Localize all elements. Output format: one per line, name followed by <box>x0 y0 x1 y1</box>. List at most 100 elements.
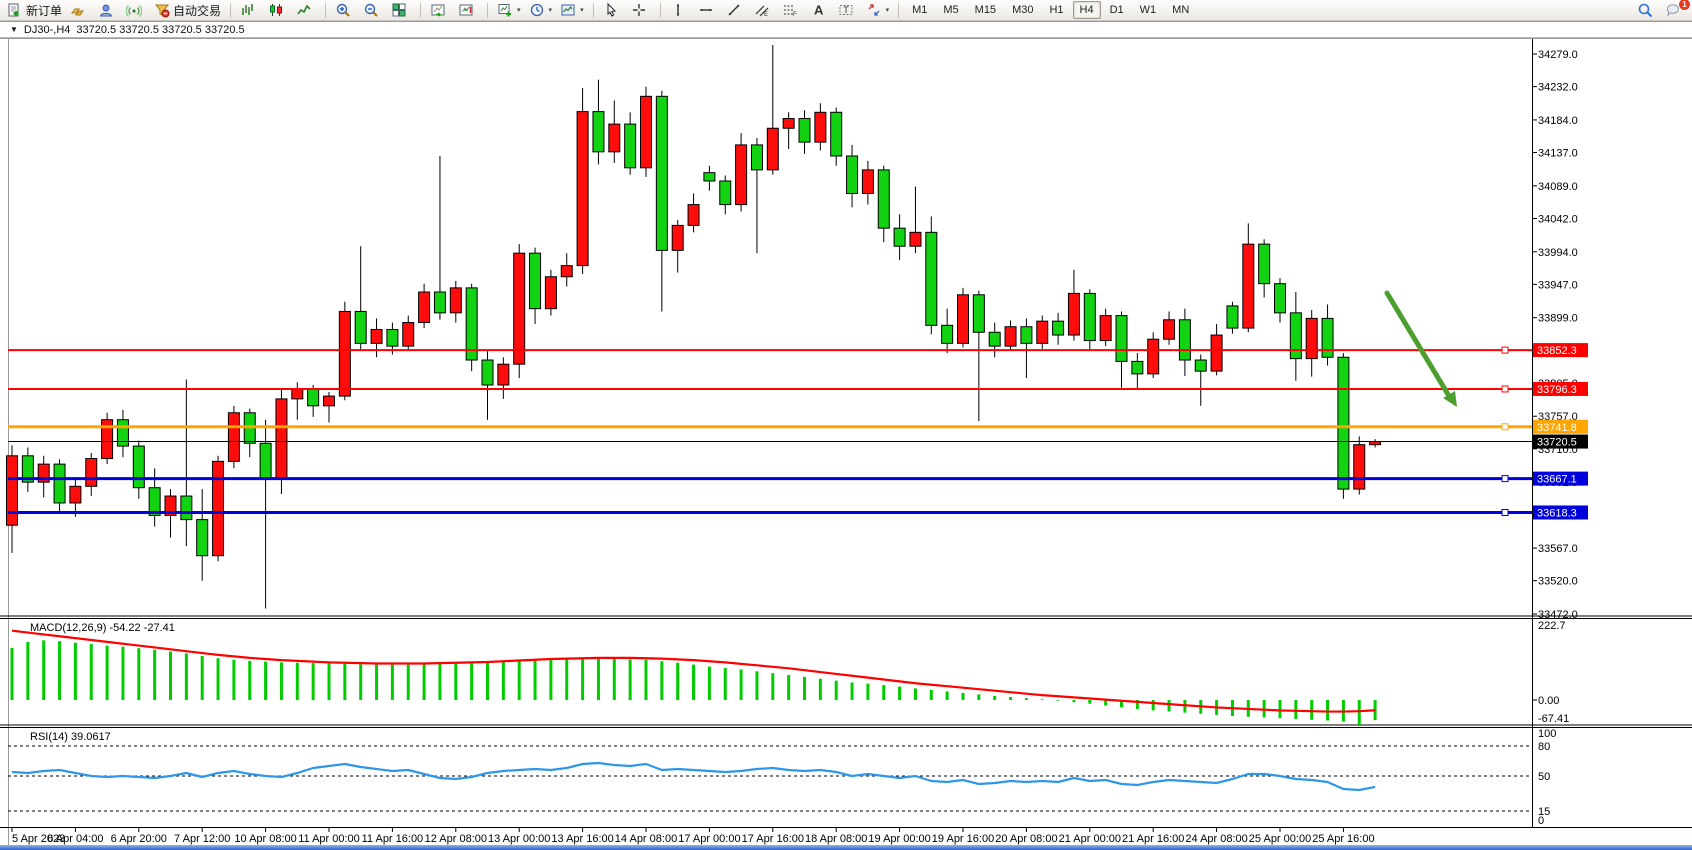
svg-text:34089.0: 34089.0 <box>1538 181 1578 193</box>
crosshair-icon <box>632 4 645 16</box>
candle-chart-mode-button[interactable] <box>265 0 291 21</box>
svg-text:34232.0: 34232.0 <box>1538 82 1578 94</box>
candlestick-series <box>6 44 1382 609</box>
timeframe-button-w1[interactable]: W1 <box>1139 4 1157 16</box>
symbol-dropdown-icon[interactable]: ▼ <box>10 25 18 34</box>
zoom-out-button[interactable] <box>360 0 386 21</box>
notifications-button[interactable]: 1 <box>1662 0 1691 21</box>
chart-window-title: ▼ DJ30-,H4 33720.5 33720.5 33720.5 33720… <box>0 21 1692 38</box>
trendline-icon <box>728 4 740 16</box>
fibonacci-icon: F <box>783 5 797 18</box>
svg-text:34137.0: 34137.0 <box>1538 148 1578 160</box>
window-bottom-edge <box>0 845 1692 850</box>
rsi-label: RSI(14) 39.0617 <box>30 731 111 743</box>
svg-text:14 Apr 08:00: 14 Apr 08:00 <box>615 833 677 845</box>
svg-text:25 Apr 00:00: 25 Apr 00:00 <box>1249 833 1311 845</box>
cursor-button[interactable] <box>600 0 626 21</box>
arrows-button[interactable]: ▾ <box>863 0 893 21</box>
search-button[interactable] <box>1634 0 1660 21</box>
price-axis-labels: 34279.0 34232.0 34184.0 34137.0 34089.0 34042… <box>1533 49 1578 621</box>
svg-text:T: T <box>843 5 849 15</box>
new-chart-button[interactable]: ▾ <box>494 0 524 21</box>
svg-text:F: F <box>793 12 797 18</box>
signals-button[interactable] <box>123 0 149 21</box>
svg-text:18 Apr 08:00: 18 Apr 08:00 <box>805 833 867 845</box>
line-handle <box>1501 423 1509 431</box>
signal-icon <box>126 5 143 17</box>
timeframe-button-m1[interactable]: M1 <box>912 4 928 16</box>
svg-text:33618.3: 33618.3 <box>1537 507 1577 519</box>
svg-text:33994.0: 33994.0 <box>1538 247 1578 259</box>
new-chart-icon <box>498 4 512 17</box>
notification-badge: 1 <box>1678 0 1691 11</box>
down-arrow-annotation[interactable] <box>1384 290 1457 407</box>
horizontal-level-lines[interactable]: 33852.3 33796.3 33741.8 33667.1 33618.3 <box>8 343 1588 519</box>
svg-text:E: E <box>764 12 768 18</box>
text-label-button[interactable]: T <box>835 0 861 21</box>
svg-text:5 Apr 2023: 5 Apr 2023 <box>12 833 65 845</box>
macd-indicator: MACD(12,26,9) -54.22 -27.41 222.7 0.00 -67.… <box>10 620 1569 725</box>
profile-button[interactable] <box>95 0 121 21</box>
zoom-in-icon <box>336 3 350 17</box>
chart-ohlc-quote: 33720.5 33720.5 33720.5 33720.5 <box>76 23 245 36</box>
new-order-icon <box>8 3 19 17</box>
auto-scroll-button[interactable] <box>427 0 453 21</box>
svg-text:A: A <box>814 3 824 18</box>
trendline-button[interactable] <box>723 0 749 21</box>
svg-text:-67.41: -67.41 <box>1538 713 1569 725</box>
tile-windows-button[interactable] <box>388 0 414 21</box>
svg-text:50: 50 <box>1538 771 1550 783</box>
vertical-line-button[interactable] <box>667 0 693 21</box>
timeframe-button-m15[interactable]: M15 <box>974 4 997 16</box>
templates-button[interactable]: ▾ <box>557 0 587 21</box>
svg-text:0: 0 <box>1538 815 1544 827</box>
timeframe-button-m5[interactable]: M5 <box>943 4 959 16</box>
svg-text:15: 15 <box>1538 806 1550 818</box>
timeframe-button-mn[interactable]: MN <box>1172 4 1190 16</box>
line-handle <box>1501 346 1509 354</box>
chart-shift-button[interactable] <box>455 0 481 21</box>
cursor-icon <box>607 2 616 17</box>
timeframe-button-h4[interactable]: H4 <box>1072 1 1101 19</box>
timeframe-button-m30[interactable]: M30 <box>1012 4 1034 16</box>
new-order-button[interactable]: 新订单 <box>4 0 65 21</box>
new-order-button-label: 新订单 <box>26 3 63 18</box>
price-tag <box>1533 381 1588 396</box>
text-button[interactable]: A <box>807 0 833 21</box>
market-watch-button[interactable] <box>67 0 93 21</box>
bar-chart-mode-button[interactable] <box>237 0 263 21</box>
svg-text:11 Apr 00:00: 11 Apr 00:00 <box>298 833 360 845</box>
line-chart-icon <box>297 4 311 15</box>
toolbar-separator <box>898 2 900 18</box>
auto-trading-button[interactable]: 自动交易 <box>151 0 224 21</box>
periods-button[interactable]: ▾ <box>526 0 556 21</box>
timeframe-button-h1[interactable]: H1 <box>1049 4 1064 16</box>
clock-icon <box>530 3 543 17</box>
vline-icon <box>676 4 679 16</box>
zoom-out-icon <box>364 3 378 17</box>
arrows-icon <box>868 4 880 16</box>
toolbar-separator <box>487 2 489 18</box>
line-chart-mode-button[interactable] <box>293 0 319 21</box>
zoom-in-button[interactable] <box>332 0 358 21</box>
svg-text:100: 100 <box>1538 728 1556 740</box>
auto-trading-icon <box>154 4 170 18</box>
channel-icon: E <box>755 5 769 18</box>
svg-text:6 Apr 20:00: 6 Apr 20:00 <box>111 833 167 845</box>
equidistant-channel-button[interactable]: E <box>751 0 777 21</box>
chat-icon <box>1666 4 1680 17</box>
crosshair-button[interactable] <box>628 0 654 21</box>
gold-icon <box>71 8 85 16</box>
chevron-down-icon: ▾ <box>580 7 584 14</box>
svg-text:17 Apr 00:00: 17 Apr 00:00 <box>678 833 740 845</box>
horizontal-line-button[interactable] <box>695 0 721 21</box>
candle-chart-icon <box>270 4 283 16</box>
svg-text:33667.1: 33667.1 <box>1537 474 1577 486</box>
timeframe-button-d1[interactable]: D1 <box>1109 4 1124 16</box>
text-label-icon: T <box>839 5 853 15</box>
bar-chart-icon <box>242 4 253 15</box>
fibonacci-button[interactable]: F <box>779 0 805 21</box>
